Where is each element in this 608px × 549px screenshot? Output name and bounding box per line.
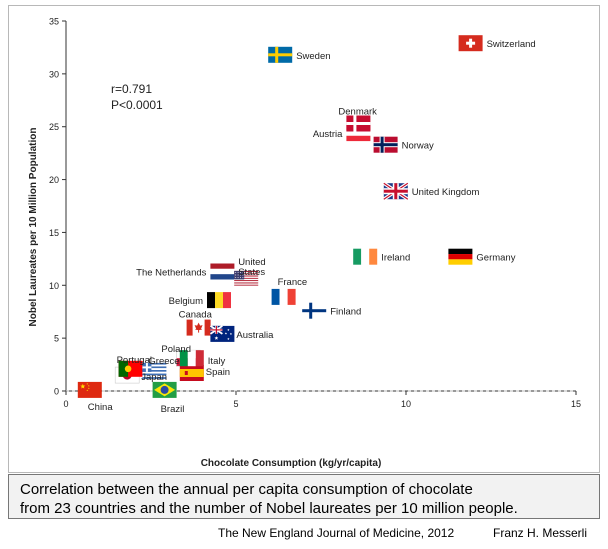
y-tick-label: 25 [49, 122, 59, 132]
point-label-australia: Australia [236, 330, 274, 341]
point-label-ireland: Ireland [381, 253, 410, 264]
point-label-china: China [88, 402, 114, 413]
point-label-usa: United States [238, 257, 265, 278]
flag-point-italy [179, 350, 204, 367]
author-name: Franz H. Messerli [493, 526, 588, 540]
x-tick-label: 5 [233, 399, 238, 409]
point-label-sweden: Sweden [296, 51, 330, 62]
flag-point-china [77, 381, 102, 398]
caption-line-1: Correlation between the annual per capit… [20, 481, 473, 498]
flag-point-norway [373, 136, 398, 153]
point-label-italy: Italy [208, 356, 226, 367]
point-label-portugal: Portugal [117, 355, 152, 366]
caption-box: Correlation between the annual per capit… [8, 474, 600, 519]
point-label-france: France [278, 277, 308, 288]
flag-point-brazil [152, 381, 177, 398]
x-tick-label: 10 [401, 399, 411, 409]
axes: 0 5 10 15 20 25 30 35 0 5 10 15 [49, 17, 581, 410]
flag-point-switzerland [458, 35, 483, 52]
y-tick-label: 10 [49, 281, 59, 291]
point-label-netherlands: The Netherlands [136, 268, 206, 279]
flag-point-usa [234, 270, 259, 287]
point-label-switzerland: Switzerland [487, 39, 536, 50]
y-tick-label: 5 [54, 334, 59, 344]
point-label-greece: Greece [148, 356, 179, 367]
flag-point-denmark [346, 115, 371, 132]
flag-point-sweden [268, 46, 293, 63]
y-tick-label: 20 [49, 175, 59, 185]
point-label-finland: Finland [330, 307, 361, 318]
x-tick-label: 15 [571, 399, 581, 409]
flag-point-netherlands [210, 263, 235, 280]
point-label-canada: Canada [179, 310, 213, 321]
data-points [77, 35, 483, 398]
flag-point-portugal [118, 360, 143, 377]
x-axis-label: Chocolate Consumption (kg/yr/capita) [201, 458, 382, 469]
x-tick-label: 0 [63, 399, 68, 409]
flag-point-australia [209, 325, 235, 342]
caption-line-2: from 23 countries and the number of Nobe… [20, 500, 518, 517]
point-label-brazil: Brazil [161, 404, 185, 415]
point-label-spain: Spain [206, 367, 230, 378]
flag-point-ireland [353, 248, 378, 265]
y-tick-label: 30 [49, 69, 59, 79]
flag-point-belgium [207, 292, 231, 309]
y-tick-label: 0 [54, 387, 59, 397]
flag-point-canada [186, 319, 211, 336]
p-value: P<0.0001 [111, 98, 163, 112]
point-label-japan: Japan [141, 372, 167, 383]
point-label-denmark: Denmark [338, 107, 377, 118]
y-axis-label: Nobel Laureates per 10 Million Populatio… [28, 128, 39, 327]
point-label-poland: Poland [161, 344, 191, 355]
correlation-coefficient: r=0.791 [111, 82, 152, 96]
chart-frame [8, 5, 600, 473]
flag-point-finland [302, 302, 327, 319]
flag-point-uk [382, 181, 409, 201]
point-label-belgium: Belgium [169, 296, 203, 307]
flag-point-greece [142, 362, 167, 379]
flag-point-spain [179, 365, 204, 381]
flag-point-france [271, 288, 296, 305]
point-label-austria: Austria [313, 129, 343, 140]
point-label-norway: Norway [402, 141, 434, 152]
flag-point-germany [448, 248, 473, 265]
y-tick-label: 15 [49, 228, 59, 238]
point-label-uk: United Kingdom [412, 187, 480, 198]
y-tick-label: 35 [49, 17, 59, 27]
point-label-germany: Germany [476, 253, 515, 264]
source-citation: The New England Journal of Medicine, 201… [218, 526, 455, 540]
